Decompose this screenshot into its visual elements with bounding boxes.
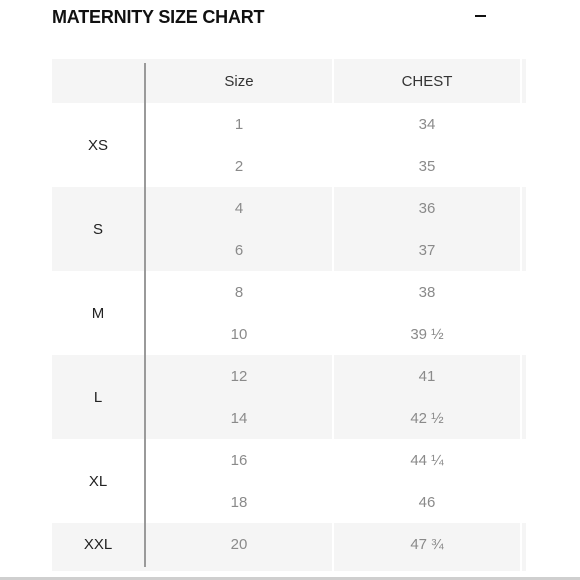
size-value-cell: 1 <box>234 115 244 133</box>
size-value-cell: 20 <box>230 535 248 553</box>
size-value-cell: 12 <box>230 367 248 385</box>
size-group-label: L <box>93 388 103 406</box>
chest-value-cell: 46 <box>418 493 436 511</box>
size-group-label: M <box>91 304 105 322</box>
size-value-cell: 18 <box>230 493 248 511</box>
chest-value-cell: 42 ½ <box>410 409 444 427</box>
group-column-divider <box>144 63 146 567</box>
size-value-cell: 14 <box>230 409 248 427</box>
size-group-label: XXL <box>83 535 113 553</box>
size-value-cell: 16 <box>230 451 248 469</box>
size-group-band <box>52 271 526 355</box>
chest-value-cell: 34 <box>418 115 436 133</box>
column-gap <box>520 59 522 571</box>
chest-value-cell: 35 <box>418 157 436 175</box>
collapse-button[interactable] <box>470 6 490 26</box>
page-title: MATERNITY SIZE CHART <box>52 7 265 27</box>
chest-value-cell: 37 <box>418 241 436 259</box>
size-chart-table: XS 1 34 2 35 S 4 36 6 37 M 8 38 10 39 ½ L 12 41 14 42 ½ XL 16… <box>52 59 526 571</box>
size-group-band <box>52 439 526 523</box>
bottom-divider <box>0 577 580 580</box>
chest-value-cell: 36 <box>418 199 436 217</box>
chest-value-cell: 41 <box>418 367 436 385</box>
size-group-band <box>52 523 526 565</box>
column-header-chest: CHEST <box>401 72 453 90</box>
size-value-cell: 2 <box>234 157 244 175</box>
size-group-label: XS <box>87 136 108 154</box>
chest-value-cell: 38 <box>418 283 436 301</box>
size-group-band <box>52 103 526 187</box>
size-group-band <box>52 187 526 271</box>
size-value-cell: 10 <box>230 325 248 343</box>
size-group-label: S <box>92 220 103 238</box>
size-group-label: XL <box>88 472 108 490</box>
size-group-band <box>52 355 526 439</box>
column-gap <box>332 59 334 571</box>
size-value-cell: 6 <box>234 241 244 259</box>
chest-value-cell: 39 ½ <box>410 325 444 343</box>
column-header-size: Size <box>224 72 254 90</box>
chest-value-cell: 47 ¾ <box>410 535 444 553</box>
minus-icon <box>474 15 486 17</box>
size-value-cell: 8 <box>234 283 244 301</box>
chest-value-cell: 44 ¼ <box>410 451 444 469</box>
size-value-cell: 4 <box>234 199 244 217</box>
